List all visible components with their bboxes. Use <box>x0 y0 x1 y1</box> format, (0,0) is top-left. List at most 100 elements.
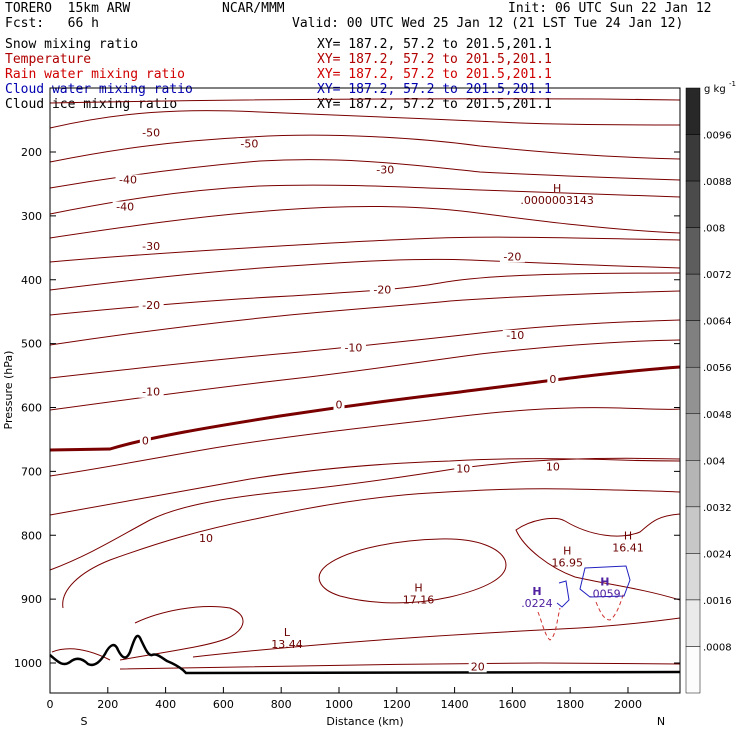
center-label: NCAR/MMM <box>222 1 285 16</box>
temp-contour <box>49 258 681 291</box>
colorbar-tick-label: .0088 <box>703 177 732 188</box>
colorbar-tick-label: .008 <box>703 224 725 235</box>
field-xy-cloud-ice: XY= 187.2, 57.2 to 201.5,201.1 <box>317 97 552 112</box>
x-tick-label: 2000 <box>614 698 642 711</box>
colorbar-box <box>685 506 701 554</box>
colorbar-unit-exponent: -1 <box>729 80 736 88</box>
colorbar-box <box>685 134 701 182</box>
temp-contour <box>49 458 681 516</box>
colorbar-tick-label: .0048 <box>703 410 732 421</box>
temp-contour <box>49 339 681 411</box>
field-name-cloud-water: Cloud water mixing ratio <box>5 82 193 97</box>
temperature-contour-label: -10 <box>506 329 524 342</box>
temp-contour <box>318 538 507 604</box>
field-name-snow: Snow mixing ratio <box>5 37 139 52</box>
temp-contour <box>62 488 681 609</box>
temp-label-bg <box>468 661 487 673</box>
field-name-rain: Rain water mixing ratio <box>5 67 186 82</box>
terrain <box>49 634 681 675</box>
y-tick-label: 800 <box>21 529 42 542</box>
x-axis: 0 200 400 600 800 1000 1200 1400 1600 1800 2000 <box>47 687 642 711</box>
colorbar-tick-label: .0056 <box>703 363 732 374</box>
extremum-kind: H <box>414 581 422 594</box>
cloud-extremum-value: .0224 <box>521 597 553 610</box>
temp-label-bg <box>112 201 138 213</box>
x-tick-label: 1400 <box>441 698 469 711</box>
temp-contour <box>192 617 681 658</box>
colorbar-box <box>685 366 701 415</box>
temp-label-bg <box>138 386 164 398</box>
temp-contour <box>49 236 681 263</box>
temp-contour <box>49 159 681 189</box>
x-tick-label: 800 <box>271 698 292 711</box>
temperature-contour-label: -20 <box>503 250 521 263</box>
rain-contour <box>537 607 561 641</box>
temp-contour-zero <box>49 365 681 452</box>
temperature-contour-label: -50 <box>240 137 258 150</box>
x-tick-label: 1000 <box>325 698 353 711</box>
temp-contour <box>515 513 681 601</box>
temperature-contour-label: -30 <box>142 240 160 253</box>
model-title: TORERO 15km ARW <box>5 1 131 16</box>
x-tick-label: 1800 <box>556 698 584 711</box>
colorbar-box <box>685 227 701 275</box>
colorbar-tick-label: .0096 <box>703 131 732 142</box>
temp-contour <box>49 290 681 346</box>
colorbar-box <box>685 646 701 694</box>
x-tick-label: 600 <box>213 698 234 711</box>
field-xy-cloud-water: XY= 187.2, 57.2 to 201.5,201.1 <box>317 82 552 97</box>
colorbar-tick-label: .0016 <box>703 596 732 607</box>
extremum-kind: H <box>563 544 571 557</box>
y-tick-label: 300 <box>21 210 42 223</box>
temp-label-bg <box>138 127 164 139</box>
temperature-contour-label: 0 <box>549 373 556 386</box>
extremum-value: 16.95 <box>552 556 584 569</box>
y-tick-label: 700 <box>21 465 42 478</box>
temp-label-bg <box>547 373 559 385</box>
temp-label-bg <box>454 463 473 475</box>
temp-label-bg <box>543 461 562 473</box>
cloud-extremum-kind: H <box>532 585 541 598</box>
extremum-value: 17.16 <box>403 593 435 606</box>
temp-contour <box>49 457 681 571</box>
temp-label-bg <box>139 435 151 447</box>
colorbar-tick-label: .004 <box>703 456 725 467</box>
plot-frame <box>49 87 681 694</box>
temperature-contour-label: 10 <box>456 462 470 475</box>
extremum-value: .0000003143 <box>520 194 593 207</box>
temp-label-bg <box>138 241 164 253</box>
temperature-contour-label: -20 <box>373 284 391 297</box>
extremum-kind: L <box>284 626 291 639</box>
x-tick-label: 1600 <box>498 698 526 711</box>
direction-north: N <box>657 715 665 728</box>
temperature-contour-label: -40 <box>116 200 134 213</box>
x-tick-label: 0 <box>47 698 54 711</box>
y-tick-label: 500 <box>21 338 42 351</box>
colorbar-tick-label: .0064 <box>703 317 732 328</box>
temp-contour <box>119 605 244 661</box>
colorbar-box <box>685 180 701 228</box>
y-tick-label: 400 <box>21 274 42 287</box>
temp-label-bg <box>372 164 398 176</box>
temperature-contour-label: 0 <box>142 434 149 447</box>
colorbar-tick-label: .0024 <box>703 549 732 560</box>
colorbar-unit: g kg <box>704 84 726 95</box>
x-axis-label: Distance (km) <box>326 715 403 728</box>
temperature-contour-label: -50 <box>142 126 160 139</box>
extremum-value: 16.41 <box>612 542 644 555</box>
x-tick-label: 200 <box>97 698 118 711</box>
field-xy-rain: XY= 187.2, 57.2 to 201.5,201.1 <box>317 67 552 82</box>
y-tick-label: 1000 <box>14 657 42 670</box>
temp-contour <box>49 184 681 215</box>
colorbar-box <box>685 413 701 461</box>
temp-label-bg <box>197 532 216 544</box>
colorbar-tick-label: .0032 <box>703 503 732 514</box>
colorbar-tick-label: .0008 <box>703 642 732 653</box>
terrain-line <box>49 634 681 675</box>
temp-contour <box>119 662 681 670</box>
colorbar-box <box>685 553 701 601</box>
temp-contour <box>51 648 111 661</box>
